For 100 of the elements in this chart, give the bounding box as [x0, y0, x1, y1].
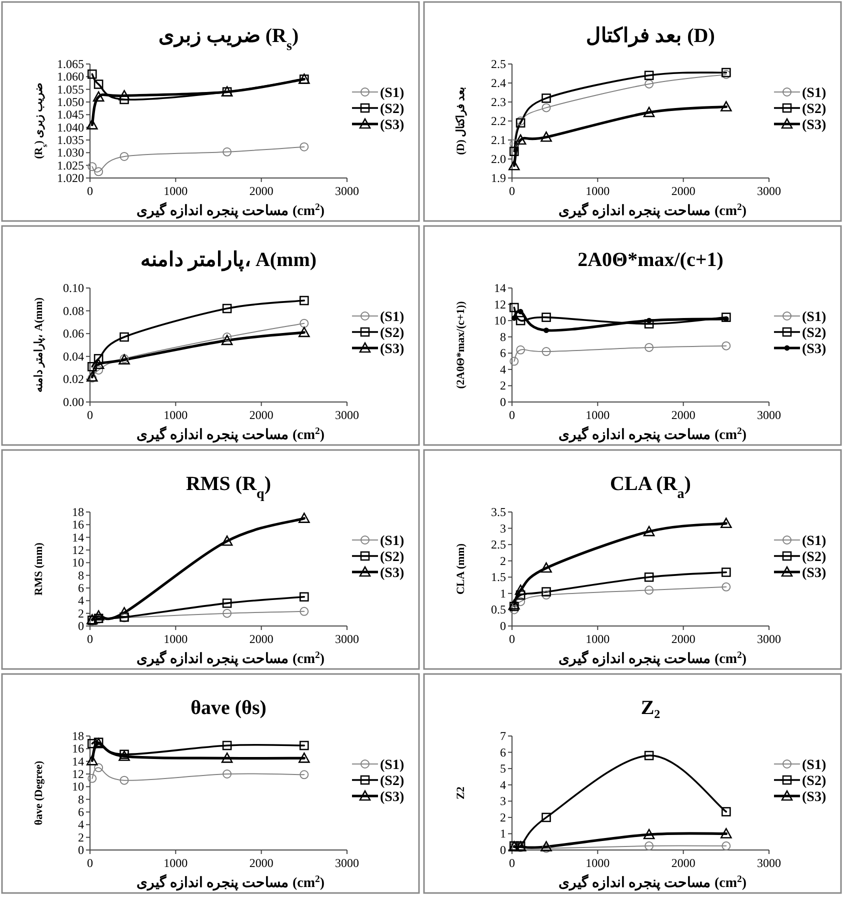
- x-tick-label: 2000: [249, 408, 274, 422]
- chart-title: Z₂: [640, 697, 660, 719]
- y-tick-label: 2: [78, 606, 84, 620]
- y-tick-label: 2: [500, 378, 506, 393]
- legend-label: (S1): [380, 534, 404, 549]
- y-tick-label: 12: [72, 767, 84, 781]
- legend-label: (S1): [802, 758, 826, 773]
- y-tick-label: 2.0: [491, 152, 506, 166]
- legend-label: (S1): [380, 310, 404, 325]
- legend-label: (S1): [380, 758, 404, 773]
- x-tick-label: 3000: [757, 632, 781, 646]
- x-tick-label: 2000: [249, 184, 274, 198]
- y-tick-label: 12: [72, 543, 84, 557]
- x-tick-label: 3000: [335, 856, 359, 870]
- legend-label: (S2): [802, 102, 826, 117]
- legend-label: (S2): [802, 774, 826, 789]
- y-tick-label: 0: [78, 843, 84, 857]
- y-axis-title: Z2: [455, 786, 467, 800]
- y-tick-label: 0.00: [63, 395, 84, 409]
- y-tick-label: 1: [500, 586, 506, 600]
- y-tick-label: 0: [500, 395, 506, 409]
- x-tick-label: 1000: [586, 408, 610, 422]
- legend-label: (S1): [802, 310, 826, 325]
- legend-label: (S3): [802, 566, 826, 581]
- y-tick-label: 1.055: [57, 82, 84, 96]
- legend-label: (S3): [802, 342, 826, 357]
- y-tick-label: 16: [72, 742, 84, 756]
- y-tick-label: 1.020: [57, 171, 84, 185]
- legend-label: (S3): [380, 790, 404, 805]
- y-tick-label: 10: [494, 314, 506, 328]
- x-tick-label: 3000: [757, 184, 781, 198]
- x-tick-label: 3000: [757, 408, 781, 422]
- y-tick-label: 1: [500, 826, 506, 841]
- y-tick-label: 0: [500, 843, 506, 857]
- chart-title: 2A0Θ*max/(c+1): [578, 249, 724, 271]
- x-tick-label: 2000: [671, 632, 696, 646]
- x-tick-label: 2000: [249, 632, 274, 646]
- legend-label: (S2): [380, 326, 404, 341]
- legend-label: (S3): [380, 342, 404, 357]
- y-tick-label: 16: [72, 518, 84, 532]
- x-tick-label: 1000: [586, 632, 610, 646]
- x-tick-label: 0: [509, 408, 515, 422]
- y-tick-label: 1.9: [491, 171, 506, 185]
- x-tick-label: 1000: [586, 856, 610, 870]
- chart-title: بعد فراکتال (D): [586, 25, 715, 48]
- y-tick-label: 2.3: [491, 95, 506, 109]
- y-tick-label: 1.065: [57, 57, 84, 71]
- legend-label: (S3): [380, 118, 404, 133]
- x-tick-label: 0: [87, 632, 93, 646]
- y-tick-label: 1.025: [57, 158, 84, 172]
- y-tick-label: 5: [500, 762, 506, 776]
- y-tick-label: 1.050: [57, 95, 84, 109]
- x-tick-label: 2000: [671, 856, 696, 870]
- y-tick-label: 0: [78, 619, 84, 633]
- y-tick-label: 3: [500, 794, 506, 808]
- y-tick-label: 18: [72, 505, 84, 519]
- x-tick-label: 1000: [164, 184, 188, 198]
- x-tick-label: 3000: [335, 632, 359, 646]
- x-tick-label: 0: [509, 632, 515, 646]
- x-tick-label: 0: [87, 184, 93, 198]
- y-tick-label: 14: [72, 754, 84, 768]
- legend-label: (S1): [802, 86, 826, 101]
- x-tick-label: 0: [509, 856, 515, 870]
- y-tick-label: 10: [72, 556, 84, 570]
- x-tick-label: 2000: [671, 408, 696, 422]
- x-tick-label: 1000: [586, 184, 610, 198]
- x-tick-label: 1000: [164, 856, 188, 870]
- x-tick-label: 3000: [335, 408, 359, 422]
- x-tick-label: 0: [87, 856, 93, 870]
- y-tick-label: 2: [500, 810, 506, 824]
- legend-label: (S2): [380, 774, 404, 789]
- y-tick-label: 6: [500, 745, 506, 760]
- y-tick-label: 0.02: [63, 372, 84, 386]
- x-tick-label: 2000: [249, 856, 274, 870]
- y-tick-label: 18: [72, 729, 84, 743]
- y-tick-label: 3: [500, 521, 506, 536]
- y-tick-label: 8: [78, 568, 84, 582]
- y-tick-label: 14: [494, 281, 506, 295]
- y-tick-label: 2: [78, 830, 84, 844]
- y-tick-label: 1.030: [57, 146, 84, 160]
- x-tick-label: 0: [87, 408, 93, 422]
- legend-label: (S2): [802, 550, 826, 565]
- y-tick-label: 4: [78, 818, 84, 832]
- y-tick-label: 7: [500, 729, 506, 743]
- chart-title: CLA (R$_{a}$): [610, 473, 691, 502]
- y-tick-label: 1.045: [57, 108, 84, 122]
- legend-label: (S2): [802, 326, 826, 341]
- y-axis-title: θave (Degree): [33, 760, 45, 826]
- legend-label: (S1): [380, 86, 404, 101]
- y-tick-label: 2.1: [491, 133, 506, 147]
- y-tick-label: 0.5: [491, 602, 506, 617]
- y-tick-label: 6: [500, 346, 506, 360]
- y-tick-label: 0.04: [63, 349, 84, 364]
- y-axis-title: CLA (mm): [455, 543, 467, 595]
- y-tick-label: 6: [78, 581, 84, 595]
- y-axis-title: (2A0Θ*max/(c+1)): [455, 300, 467, 389]
- chart-title: پارامتر دامنه، A(mm): [140, 249, 317, 272]
- legend-label: (S1): [802, 534, 826, 549]
- y-tick-label: 0.10: [63, 281, 84, 295]
- y-tick-label: 0.06: [63, 326, 84, 341]
